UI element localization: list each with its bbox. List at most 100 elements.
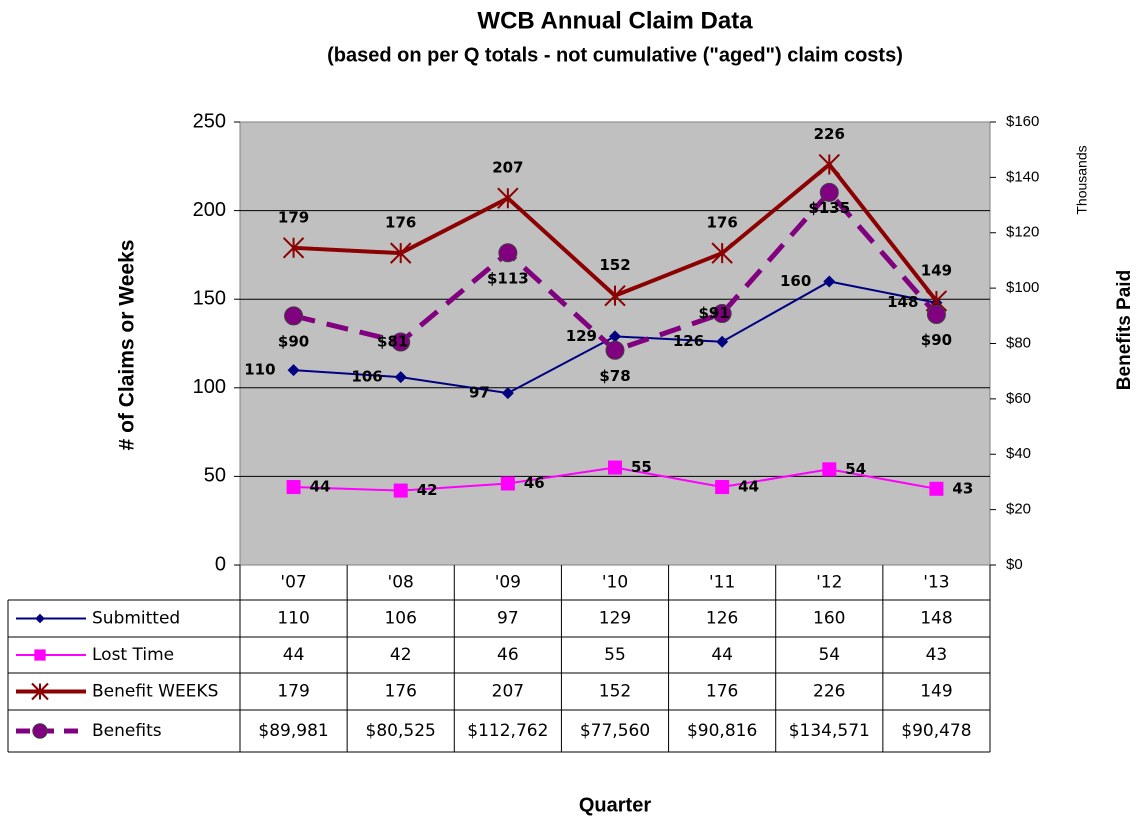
chart-title: WCB Annual Claim Data (477, 7, 753, 34)
table-cell: $89,981 (258, 721, 328, 741)
x-tick-label: '08 (388, 573, 414, 593)
data-label: $91 (698, 304, 729, 322)
data-label: 148 (887, 293, 918, 311)
data-label: 44 (310, 478, 331, 496)
marker (497, 187, 519, 209)
table-cell: 54 (818, 645, 840, 665)
x-tick-label: '12 (816, 573, 842, 593)
marker (391, 332, 411, 352)
marker (393, 483, 408, 498)
data-label: $78 (599, 367, 630, 385)
data-label: 129 (566, 327, 597, 345)
x-tick-label: '09 (495, 573, 521, 593)
chart-subtitle: (based on per Q totals - not cumulative … (327, 44, 903, 66)
table-cell: 176 (706, 682, 738, 702)
table-cell: 97 (497, 609, 519, 629)
marker (604, 284, 626, 307)
y-axis-label: # of Claims or Weeks (116, 240, 139, 451)
data-label: 46 (524, 474, 545, 492)
table-cell: 55 (604, 645, 626, 665)
marker (390, 242, 412, 264)
marker (608, 460, 622, 475)
table-cell: 43 (926, 645, 948, 665)
y-tick-label: 250 (193, 110, 226, 132)
marker (34, 649, 46, 661)
x-tick-label: '13 (923, 573, 949, 593)
marker (929, 481, 944, 496)
x-tick-label: '07 (280, 573, 306, 593)
table-cell: $112,762 (467, 721, 548, 741)
marker (822, 462, 837, 477)
table-cell: 106 (384, 609, 416, 629)
y-tick-label: 50 (204, 465, 226, 487)
marker (926, 304, 946, 324)
y2-tick-label: $120 (1006, 224, 1039, 241)
marker (500, 476, 515, 491)
data-label: $113 (487, 269, 529, 287)
table-cell: 110 (277, 609, 309, 629)
y2-tick-label: $160 (1006, 113, 1039, 130)
data-label: $90 (278, 332, 309, 350)
data-label: 43 (952, 479, 973, 497)
data-label: 226 (814, 125, 845, 143)
data-label: 110 (244, 361, 275, 379)
table-cell: 126 (706, 609, 738, 629)
table-cell: 44 (283, 645, 305, 665)
data-label: 149 (921, 261, 952, 279)
legend-label: Lost Time (92, 645, 174, 665)
marker (823, 275, 836, 288)
marker (35, 613, 45, 624)
x-tick-label: '11 (709, 573, 735, 593)
marker (282, 237, 305, 259)
data-label: 42 (417, 481, 438, 499)
table-cell: 44 (711, 645, 733, 665)
marker (31, 682, 49, 701)
y-tick-label: 150 (193, 287, 226, 309)
y2-tick-label: $20 (1006, 501, 1031, 518)
marker (498, 243, 518, 263)
x-axis-label: Quarter (579, 794, 651, 816)
data-label: 152 (599, 256, 630, 274)
marker (716, 335, 729, 348)
y2-tick-label: $60 (1006, 390, 1031, 407)
data-label: 44 (738, 478, 759, 496)
marker (819, 182, 839, 202)
table-cell: 42 (390, 645, 412, 665)
marker (712, 304, 732, 324)
table-cell: 149 (920, 682, 952, 702)
table-cell: $80,525 (366, 721, 436, 741)
table-cell: 148 (920, 609, 952, 629)
table-cell: 152 (599, 682, 631, 702)
table-cell: 207 (492, 682, 524, 702)
data-label: 207 (492, 159, 523, 177)
y2-tick-label: $80 (1006, 334, 1031, 351)
table-cell: 160 (813, 609, 845, 629)
legend-label: Benefits (92, 721, 162, 741)
marker (715, 480, 730, 495)
legend-label: Submitted (92, 609, 180, 629)
y2-tick-label: $100 (1006, 279, 1039, 296)
data-label: 55 (631, 458, 652, 476)
marker (501, 387, 514, 400)
table-cell: $90,478 (901, 721, 971, 741)
table-cell: $90,816 (687, 721, 757, 741)
data-label: 97 (469, 384, 490, 402)
marker (32, 723, 48, 739)
data-label: $90 (921, 331, 952, 349)
data-label: 176 (385, 214, 416, 232)
marker (818, 153, 840, 176)
x-tick-label: '10 (602, 573, 628, 593)
data-label: 179 (278, 208, 309, 226)
y-tick-label: 200 (193, 199, 226, 221)
data-label: 106 (351, 368, 382, 386)
marker (711, 242, 733, 264)
table-cell: 46 (497, 645, 519, 665)
y2-tick-label: $40 (1006, 445, 1031, 462)
table-cell: $134,571 (789, 721, 870, 741)
table-cell: 129 (599, 609, 631, 629)
marker (286, 480, 301, 495)
marker (284, 306, 304, 326)
marker (394, 371, 407, 384)
data-label: 54 (845, 460, 866, 478)
